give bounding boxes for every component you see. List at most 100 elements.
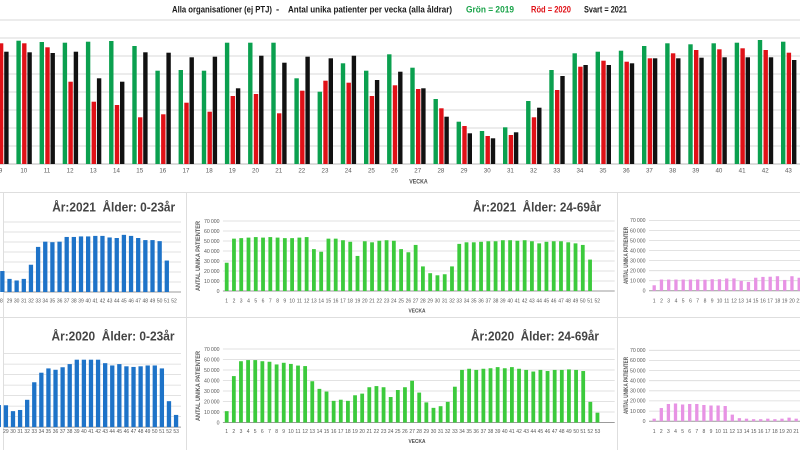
svg-text:11: 11 [44, 168, 51, 175]
svg-text:31: 31 [507, 168, 514, 175]
svg-text:12: 12 [302, 429, 308, 435]
svg-text:27: 27 [414, 168, 421, 175]
svg-text:15: 15 [324, 429, 330, 435]
svg-text:42: 42 [522, 298, 528, 304]
svg-text:25: 25 [395, 429, 401, 435]
svg-text:20 000: 20 000 [204, 399, 220, 405]
svg-text:33: 33 [35, 298, 41, 304]
svg-text:29: 29 [461, 168, 468, 175]
svg-text:34: 34 [459, 429, 465, 435]
svg-text:20: 20 [362, 298, 368, 304]
svg-text:20 000: 20 000 [204, 269, 220, 275]
svg-text:70 000: 70 000 [630, 218, 646, 224]
svg-text:36: 36 [473, 429, 479, 435]
svg-text:6: 6 [262, 298, 265, 304]
svg-text:60 000: 60 000 [204, 229, 220, 235]
svg-text:43: 43 [529, 298, 535, 304]
svg-text:5: 5 [254, 298, 257, 304]
svg-text:49: 49 [573, 298, 579, 304]
svg-text:26: 26 [391, 168, 398, 175]
svg-text:40: 40 [507, 298, 513, 304]
svg-text:34: 34 [576, 168, 583, 175]
svg-text:16: 16 [760, 298, 766, 304]
svg-text:7: 7 [269, 298, 272, 304]
svg-text:28: 28 [437, 168, 444, 175]
svg-text:21: 21 [367, 429, 373, 435]
svg-text:11: 11 [297, 298, 302, 304]
svg-text:12: 12 [731, 298, 737, 304]
svg-text:22: 22 [377, 298, 383, 304]
svg-text:21: 21 [275, 168, 282, 175]
svg-text:35: 35 [600, 168, 607, 175]
svg-text:27: 27 [413, 298, 419, 304]
svg-text:52: 52 [588, 429, 594, 435]
svg-text:32: 32 [24, 429, 30, 435]
svg-text:37: 37 [481, 429, 487, 435]
svg-text:70 000: 70 000 [630, 348, 646, 354]
svg-text:21: 21 [369, 298, 375, 304]
svg-text:10 000: 10 000 [630, 409, 646, 415]
svg-text:43: 43 [102, 429, 108, 435]
svg-text:42: 42 [100, 298, 106, 304]
svg-text:37: 37 [60, 429, 66, 435]
svg-text:26: 26 [402, 429, 408, 435]
svg-text:35: 35 [46, 429, 52, 435]
svg-text:30: 30 [14, 298, 20, 304]
svg-text:29: 29 [427, 298, 433, 304]
svg-text:30 000: 30 000 [204, 389, 220, 395]
svg-text:43: 43 [785, 168, 792, 175]
svg-text:21: 21 [796, 298, 800, 304]
svg-text:70 000: 70 000 [204, 219, 220, 225]
svg-text:VECKA: VECKA [409, 178, 428, 185]
svg-text:23: 23 [322, 168, 329, 175]
svg-text:38: 38 [67, 429, 73, 435]
svg-text:20: 20 [786, 429, 792, 435]
svg-text:38: 38 [488, 429, 494, 435]
svg-text:ANTAL UNIKA PATIENTER: ANTAL UNIKA PATIENTER [624, 226, 630, 284]
svg-text:18: 18 [345, 429, 351, 435]
svg-text:29: 29 [424, 429, 430, 435]
svg-text:4: 4 [675, 298, 678, 304]
svg-text:13: 13 [737, 429, 743, 435]
svg-text:18: 18 [347, 298, 353, 304]
svg-text:47: 47 [552, 429, 558, 435]
svg-text:48: 48 [138, 429, 144, 435]
svg-text:10 000: 10 000 [204, 410, 220, 416]
svg-text:24: 24 [345, 168, 352, 175]
svg-text:31: 31 [442, 298, 448, 304]
svg-text:30: 30 [484, 168, 491, 175]
svg-text:30: 30 [10, 429, 16, 435]
svg-text:28: 28 [0, 298, 3, 304]
svg-text:16: 16 [758, 429, 764, 435]
svg-text:37: 37 [646, 168, 653, 175]
svg-text:50 000: 50 000 [630, 238, 646, 244]
svg-text:29: 29 [3, 429, 9, 435]
svg-text:5: 5 [682, 298, 685, 304]
svg-text:7: 7 [268, 429, 271, 435]
svg-text:45: 45 [538, 429, 544, 435]
svg-text:9: 9 [710, 429, 713, 435]
svg-text:1: 1 [653, 298, 656, 304]
svg-text:40 000: 40 000 [204, 249, 220, 255]
svg-text:39: 39 [495, 429, 501, 435]
svg-text:8: 8 [704, 298, 707, 304]
svg-text:15: 15 [136, 168, 143, 175]
svg-text:13: 13 [738, 298, 744, 304]
svg-text:18: 18 [206, 168, 213, 175]
svg-text:28: 28 [420, 298, 426, 304]
svg-text:År:2020 Ålder: 0-23år: År:2020 Ålder: 0-23år [52, 329, 175, 344]
svg-text:25: 25 [368, 168, 375, 175]
svg-text:År:2021 Ålder: 0-23år: År:2021 Ålder: 0-23år [52, 200, 175, 215]
svg-text:25: 25 [398, 298, 404, 304]
svg-text:51: 51 [159, 429, 165, 435]
svg-text:32: 32 [28, 298, 34, 304]
svg-text:60 000: 60 000 [630, 228, 646, 234]
svg-text:31: 31 [438, 429, 444, 435]
svg-text:VECKA: VECKA [409, 309, 427, 315]
svg-text:33: 33 [553, 168, 560, 175]
svg-text:10: 10 [288, 429, 294, 435]
svg-text:39: 39 [692, 168, 699, 175]
svg-text:30 000: 30 000 [204, 259, 220, 265]
svg-text:4: 4 [674, 429, 677, 435]
svg-text:50: 50 [152, 429, 158, 435]
